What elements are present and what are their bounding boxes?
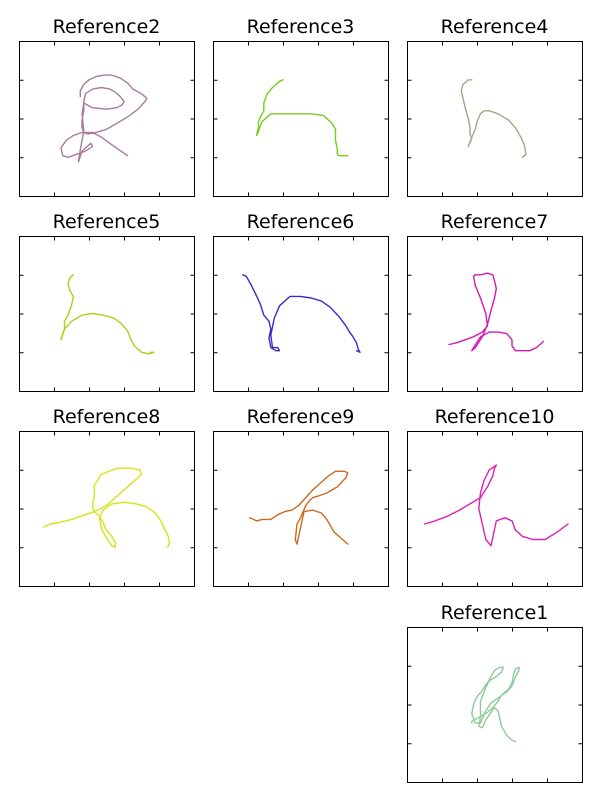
- handwriting-trace: [60, 274, 155, 355]
- subplot-9: Reference10: [407, 406, 583, 587]
- handwriting-trace: [242, 274, 361, 353]
- axes-frame: [19, 41, 195, 197]
- subplot-title: Reference1: [441, 602, 549, 624]
- axes-frame: [407, 431, 583, 587]
- handwriting-trace: [460, 79, 527, 159]
- subplot-title: Reference8: [53, 406, 161, 428]
- subplot-title: Reference3: [247, 16, 355, 38]
- axes-frame: [407, 236, 583, 392]
- handwriting-trace: [448, 272, 545, 352]
- handwriting-trace: [471, 666, 520, 743]
- handwriting-trace: [256, 79, 349, 157]
- axes-frame: [19, 236, 195, 392]
- subplot-title: Reference5: [53, 211, 161, 233]
- subplot-8: Reference9: [213, 406, 389, 587]
- handwriting-trace: [60, 74, 148, 163]
- handwriting-trace: [42, 467, 171, 548]
- handwriting-trace: [423, 464, 569, 547]
- subplot-6: Reference7: [407, 211, 583, 392]
- subplot-1: Reference2: [19, 16, 195, 197]
- subplot-7: Reference8: [19, 406, 195, 587]
- axes-frame: [213, 41, 389, 197]
- subplot-title: Reference10: [435, 406, 555, 428]
- subplot-title: Reference2: [53, 16, 161, 38]
- subplot-4: Reference5: [19, 211, 195, 392]
- axes-frame: [213, 236, 389, 392]
- subplot-title: Reference6: [247, 211, 355, 233]
- subplot-title: Reference9: [247, 406, 355, 428]
- subplot-5: Reference6: [213, 211, 389, 392]
- subplot-title: Reference7: [441, 211, 549, 233]
- subplot-2: Reference3: [213, 16, 389, 197]
- axes-frame: [407, 41, 583, 197]
- subplot-3: Reference4: [407, 16, 583, 197]
- subplot-title: Reference4: [441, 16, 549, 38]
- handwriting-trace: [249, 470, 349, 545]
- axes-frame: [213, 431, 389, 587]
- axes-frame: [19, 431, 195, 587]
- subplot-10: Reference1: [407, 602, 583, 783]
